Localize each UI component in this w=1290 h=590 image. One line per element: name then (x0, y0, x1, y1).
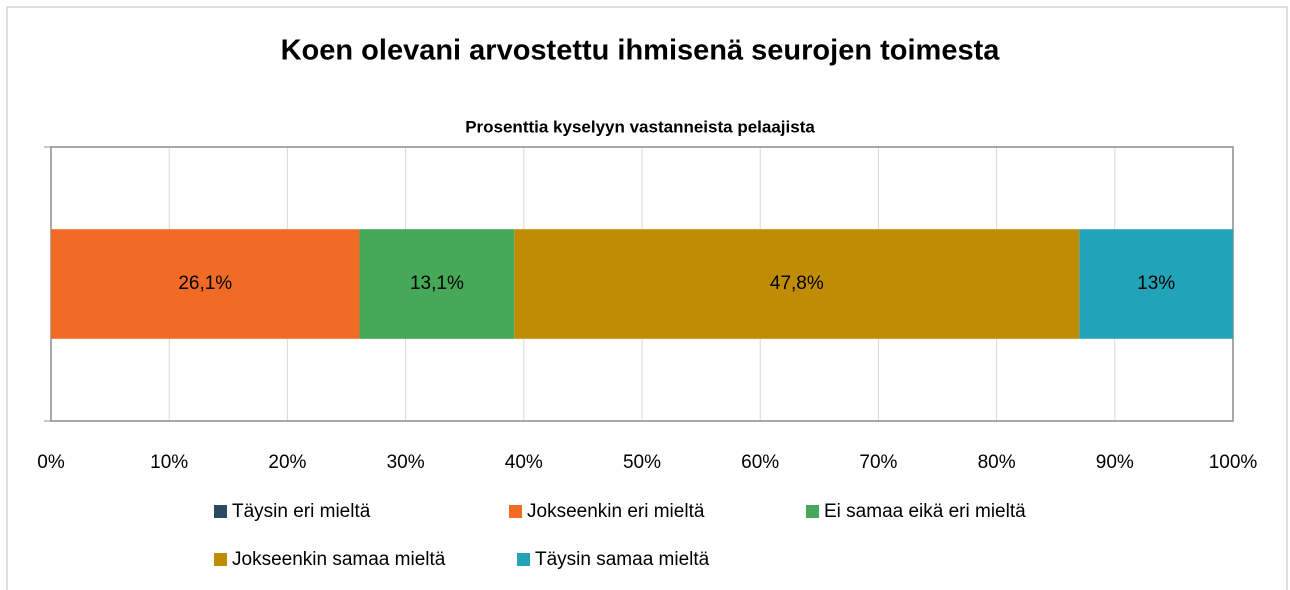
x-tick-label: 10% (150, 452, 188, 473)
legend-label: Täysin samaa mieltä (535, 549, 710, 570)
x-tick-label: 0% (37, 452, 65, 473)
x-tick-label: 60% (741, 452, 779, 473)
x-tick-label: 70% (859, 452, 897, 473)
x-tick-label: 20% (268, 452, 306, 473)
legend-swatch (806, 505, 819, 518)
legend-label: Jokseenkin samaa mieltä (232, 549, 446, 570)
legend-swatch (214, 505, 227, 518)
chart-title: Koen olevani arvostettu ihmisenä seuroje… (281, 35, 1001, 67)
x-tick-label: 90% (1096, 452, 1134, 473)
data-label: 47,8% (770, 273, 824, 294)
legend-label: Täysin eri mieltä (232, 501, 371, 522)
legend-swatch (517, 553, 530, 566)
legend-swatch (509, 505, 522, 518)
x-tick-label: 80% (978, 452, 1016, 473)
chart-subtitle: Prosenttia kyselyyn vastanneista pelaaji… (465, 117, 815, 136)
legend-swatch (214, 553, 227, 566)
bar-segment (359, 229, 515, 339)
data-label: 26,1% (178, 273, 232, 294)
x-tick-label: 40% (505, 452, 543, 473)
chart-border (6, 6, 1288, 590)
x-tick-label: 50% (623, 452, 661, 473)
bar-segment (1079, 229, 1233, 339)
legend-label: Jokseenkin eri mieltä (527, 501, 705, 522)
bar-segment (51, 229, 360, 339)
data-label: 13% (1137, 273, 1175, 294)
bar-segment (514, 229, 1080, 339)
x-tick-label: 100% (1209, 452, 1258, 473)
x-tick-label: 30% (387, 452, 425, 473)
legend-label: Ei samaa eikä eri mieltä (824, 501, 1026, 522)
data-label: 13,1% (410, 273, 464, 294)
